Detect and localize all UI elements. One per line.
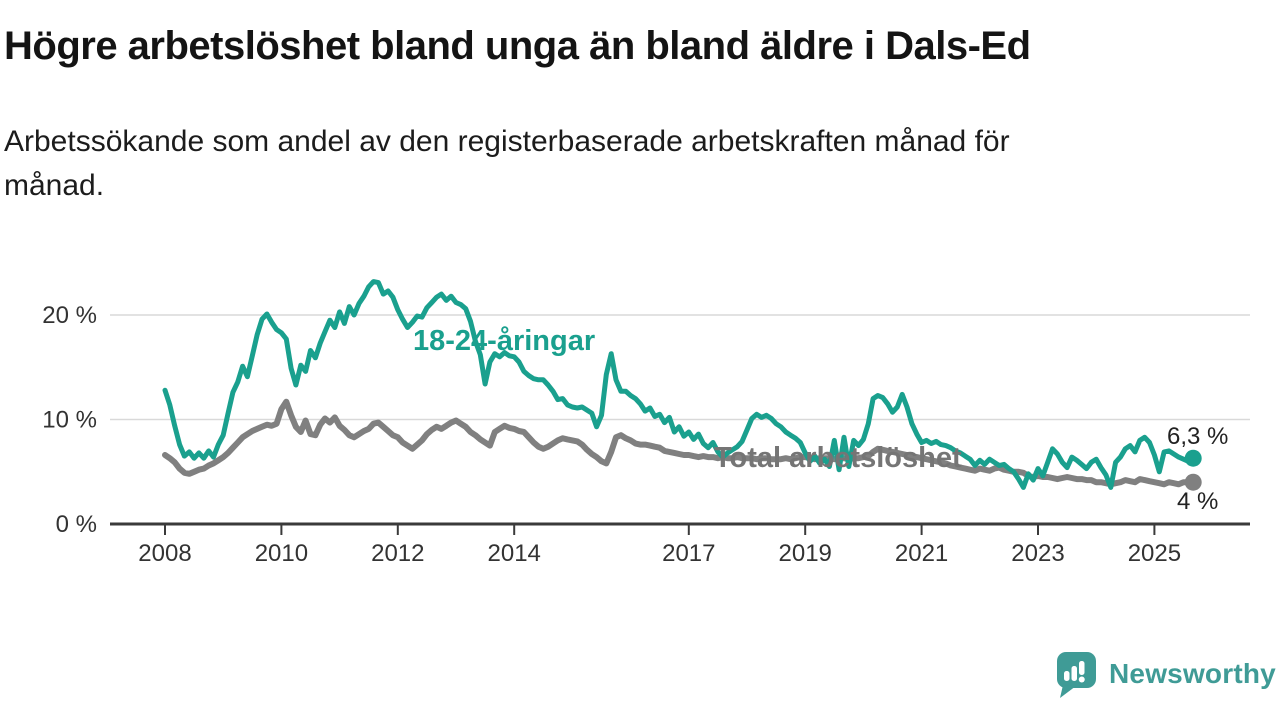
y-tick-10: 10 % (42, 407, 97, 434)
x-tick-2008: 2008 (138, 540, 191, 567)
page-title: Högre arbetslöshet bland unga än bland ä… (4, 24, 1031, 68)
x-tick-2023: 2023 (1011, 540, 1064, 567)
x-tick-2017: 2017 (662, 540, 715, 567)
youth-end-value-label: 6,3 % (1167, 423, 1228, 450)
x-tick-2012: 2012 (371, 540, 424, 567)
newsworthy-logo: Newsworthy (1056, 648, 1280, 700)
x-tick-2019: 2019 (779, 540, 832, 567)
x-tick-2014: 2014 (488, 540, 541, 567)
total-end-dot (1184, 473, 1202, 491)
newsworthy-logo-text: Newsworthy (1109, 658, 1276, 689)
x-tick-2010: 2010 (255, 540, 308, 567)
x-tick-2025: 2025 (1128, 540, 1181, 567)
newsworthy-logo-icon (1057, 652, 1096, 698)
youth-end-dot (1184, 449, 1202, 467)
x-tick-2021: 2021 (895, 540, 948, 567)
total-unemployment-line (162, 398, 1197, 488)
youth-series-label: 18-24-åringar (413, 325, 595, 357)
total-series-label: Total arbetslöshet (714, 442, 962, 474)
x-axis-ticks (164, 524, 1156, 535)
total-end-value-label: 4 % (1177, 488, 1218, 515)
chart-subtitle: Arbetssökande som andel av den registerb… (4, 120, 1244, 208)
subtitle-line-1: Arbetssökande som andel av den registerb… (4, 125, 1010, 158)
subtitle-line-2: månad. (4, 169, 105, 202)
y-tick-20: 20 % (42, 302, 97, 329)
youth-unemployment-line (162, 279, 1196, 490)
y-tick-0: 0 % (56, 511, 97, 538)
